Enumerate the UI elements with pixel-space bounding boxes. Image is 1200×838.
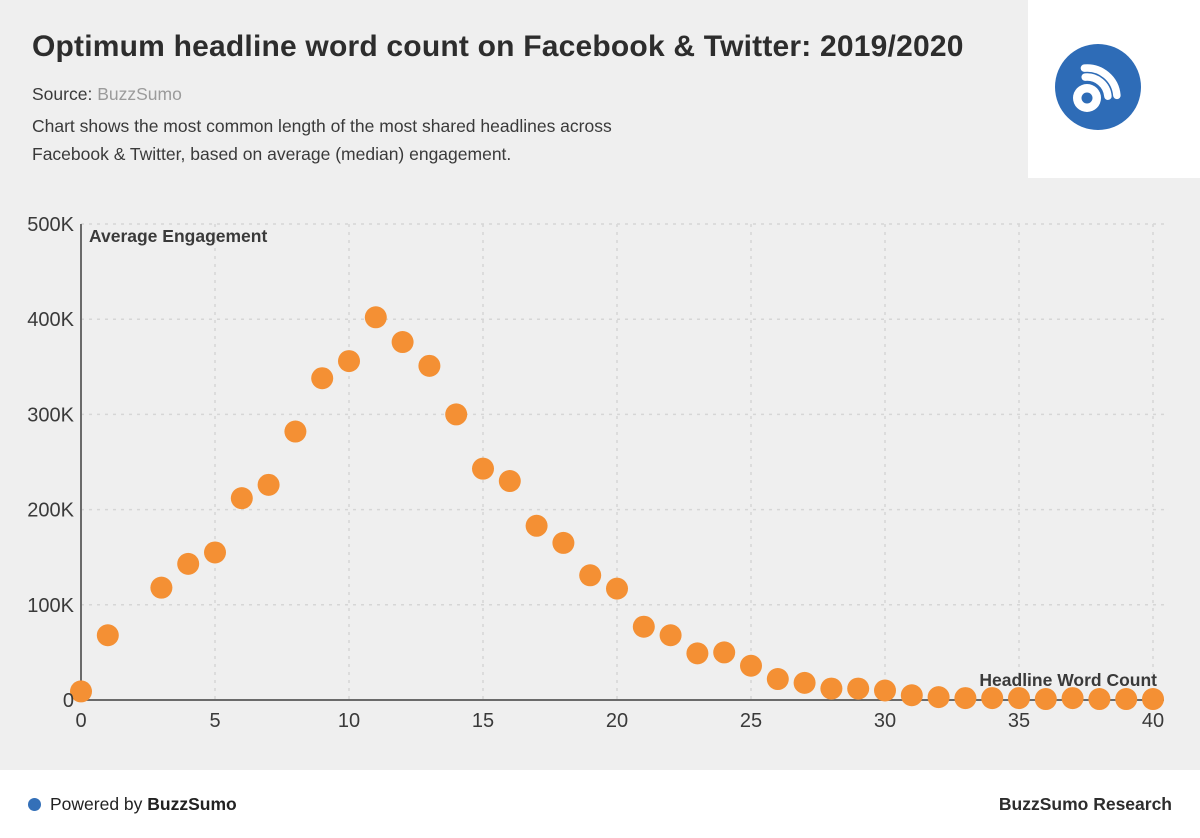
data-point [900,684,923,707]
source-link[interactable]: BuzzSumo [97,84,182,104]
x-tick-label: 5 [209,710,220,732]
x-tick-label: 10 [338,710,360,732]
data-point [418,354,441,377]
chart-description-line-2: Facebook & Twitter, based on average (me… [32,144,512,164]
data-point [1061,687,1084,710]
data-point [766,668,789,691]
data-point [579,564,602,587]
data-point [1088,688,1111,711]
data-point [740,654,762,677]
page-title: Optimum headline word count on Facebook … [32,30,964,63]
data-point [981,687,1004,710]
data-point [659,624,682,647]
data-point [445,403,468,426]
x-tick-label: 25 [740,710,762,732]
data-point [847,677,870,700]
data-point [954,687,977,710]
powered-by-link[interactable]: Powered by BuzzSumo [28,794,237,815]
x-tick-label: 40 [1142,710,1164,732]
y-tick-label: 300K [27,404,74,426]
source-line: Source: BuzzSumo [32,84,182,105]
y-axis-title: Average Engagement [89,226,268,246]
data-point [1034,688,1057,711]
buzzsumo-rss-icon [1055,44,1141,130]
footer-bar: Powered by BuzzSumo BuzzSumo Research [0,770,1200,838]
data-point [1115,688,1138,711]
buzzsumo-logo-icon [1055,44,1141,130]
x-tick-label: 30 [874,710,896,732]
data-point [96,624,119,647]
data-point [525,514,548,537]
data-point [874,679,896,702]
data-point [498,470,521,493]
data-point [338,350,360,373]
x-axis-title: Headline Word Count [979,670,1157,690]
data-point [257,473,280,496]
data-point [927,686,950,709]
data-point [820,677,843,700]
data-point [552,531,575,554]
y-tick-label: 0 [63,690,74,712]
x-tick-label: 20 [606,710,628,732]
data-point [284,420,307,443]
data-point [472,457,494,480]
data-point [1142,688,1164,711]
y-tick-label: 400K [27,309,74,331]
x-tick-label: 0 [75,710,86,732]
y-tick-label: 200K [27,500,74,522]
source-label: Source: [32,84,93,104]
buzzsumo-dot-icon [28,797,41,811]
x-tick-label: 15 [472,710,494,732]
logo-panel [1028,0,1200,178]
data-point [177,552,200,575]
powered-by-text: Powered by BuzzSumo [50,793,237,814]
data-point [150,576,173,599]
data-point [204,541,226,564]
y-tick-label: 100K [27,595,74,617]
chart-description: Chart shows the most common length of th… [32,112,612,168]
data-point [70,680,92,703]
data-point [793,671,816,694]
data-point [311,367,334,390]
data-point [1008,687,1030,710]
data-point [713,641,736,664]
data-point [230,487,253,510]
data-point [632,615,655,638]
data-point [606,577,628,600]
y-tick-label: 500K [27,214,74,236]
footer-research-label: BuzzSumo Research [998,793,1172,814]
x-tick-label: 35 [1008,710,1030,732]
chart-description-line-1: Chart shows the most common length of th… [32,116,612,136]
data-point [686,642,709,665]
data-point [391,331,414,354]
data-point [364,306,387,329]
